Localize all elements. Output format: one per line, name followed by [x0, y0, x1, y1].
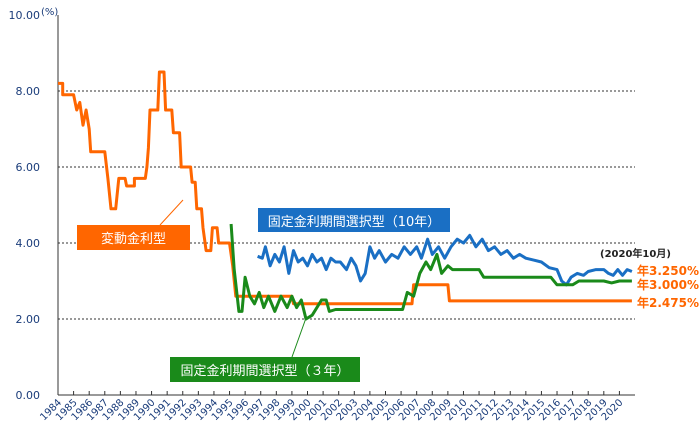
leader-floating	[159, 199, 184, 226]
y-unit-label: (%)	[41, 7, 59, 18]
end-label-3y: 年3.000%	[637, 278, 699, 292]
annotation-fixed-3y: 固定金利期間選択型（３年）	[170, 357, 360, 382]
series-line-0	[58, 70, 632, 306]
y-tick-label: 8.00	[16, 85, 41, 98]
series-line-1	[229, 223, 632, 321]
end-label-floating: 年2.475%	[637, 296, 699, 310]
y-tick-label: 6.00	[16, 161, 41, 174]
y-tick-label: 10.00	[9, 9, 41, 22]
series-line-2	[257, 233, 633, 287]
y-tick-label: 0.00	[16, 389, 41, 402]
date-note: (2020年10月)	[600, 249, 671, 260]
y-tick-label: 2.00	[16, 313, 41, 326]
annotation-fixed-10y: 固定金利期間選択型（10年）	[258, 208, 450, 232]
end-label-10y: 年3.250%	[637, 264, 699, 278]
leader-fixed-3y	[291, 317, 307, 358]
y-tick-label: 4.00	[16, 237, 41, 250]
annotation-floating: 変動金利型	[77, 225, 190, 250]
